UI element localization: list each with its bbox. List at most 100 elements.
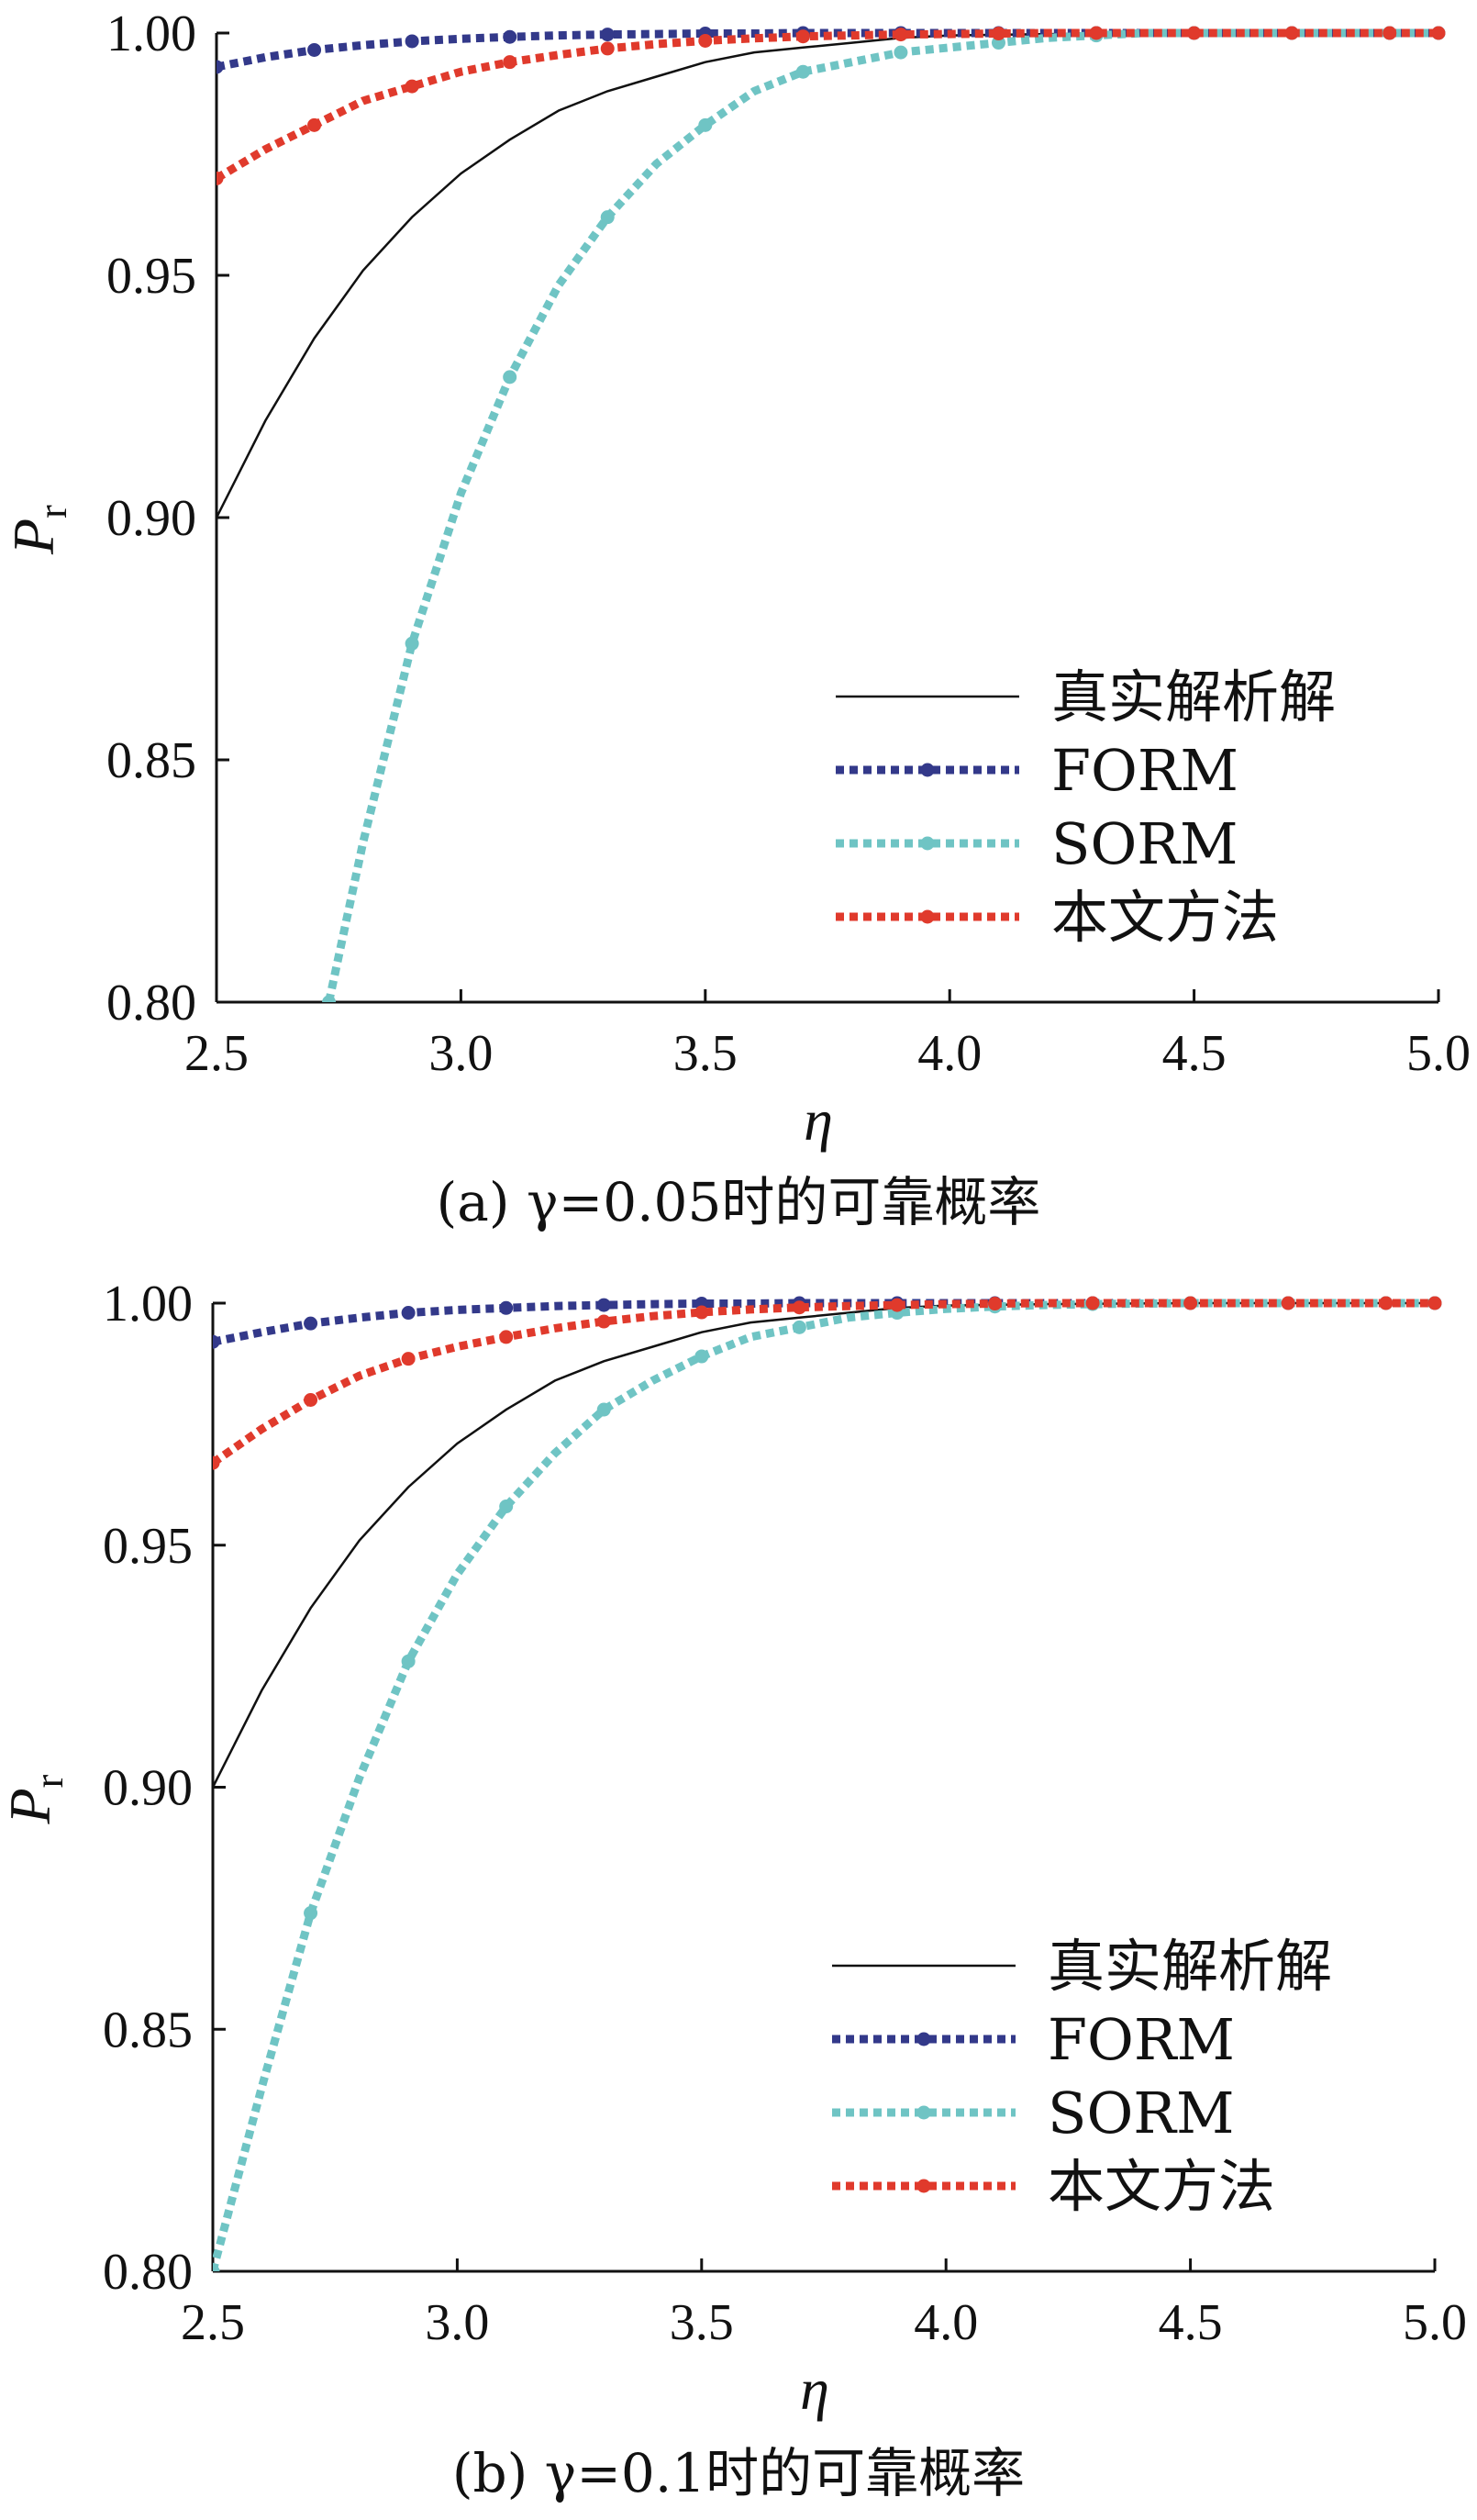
- series-point-3: [217, 171, 224, 185]
- series-point-3: [1085, 1296, 1100, 1310]
- series-point-3: [991, 27, 1005, 41]
- series-point-2: [694, 1349, 709, 1364]
- series-point-2: [401, 1654, 416, 1668]
- x-tick-label: 2.5: [184, 1025, 249, 1082]
- series-point-3: [694, 1305, 709, 1320]
- series-point-2: [596, 1402, 611, 1417]
- legend-marker-1: [916, 2032, 931, 2046]
- series-point-3: [1379, 1296, 1394, 1310]
- chart-panel-a: 2.5 3.0 3.5 4.0 4.5 5.0 0.80 0.85 0.90 0.95 1.00 η P…: [1, 6, 1471, 1233]
- series-point-1: [499, 1300, 514, 1315]
- chart-panel-b: 2.5 3.0 3.5 4.0 4.5 5.0 0.80 0.85 0.90 0.95 1.00 η P…: [0, 1276, 1467, 2504]
- y-axis-label: Pr: [0, 1774, 72, 1824]
- series-point-3: [213, 1455, 220, 1470]
- y-tick-label: 0.85: [106, 732, 196, 789]
- series-point-1: [307, 42, 322, 57]
- panel-caption: (a) γ=0.05时的可靠概率: [437, 1171, 1041, 1233]
- legend-label-1: FORM: [1051, 737, 1238, 804]
- series-point-1: [213, 1334, 220, 1349]
- series-point-1: [304, 1316, 318, 1331]
- y-axis-label-subscript: r: [27, 1774, 72, 1788]
- x-tick-label: 3.5: [670, 2294, 734, 2351]
- x-tick-label: 4.5: [1162, 1025, 1227, 1082]
- series-point-2: [600, 210, 615, 225]
- series-point-2: [499, 1500, 514, 1514]
- y-tick-label: 1.00: [106, 6, 196, 62]
- series-line-3: [213, 1299, 1435, 1466]
- legend-label-0: 真实解析解: [1051, 663, 1336, 730]
- legend-marker-2: [920, 836, 935, 851]
- series-point-3: [600, 41, 615, 56]
- series-point-3: [698, 33, 713, 48]
- y-tick-label: 0.95: [106, 248, 196, 305]
- x-tick-label: 4.0: [917, 1025, 982, 1082]
- legend-label-2: SORM: [1051, 810, 1238, 877]
- series-point-3: [499, 1330, 514, 1344]
- series-point-2: [405, 636, 419, 651]
- x-tick-label: 4.5: [1159, 2294, 1223, 2351]
- y-axis-label-subscript: r: [30, 505, 75, 518]
- series-point-1: [600, 28, 615, 42]
- series-point-3: [987, 1297, 1002, 1311]
- series-point-3: [1383, 26, 1397, 40]
- x-tick-label: 3.5: [673, 1025, 738, 1082]
- x-tick-label: 5.0: [1406, 1025, 1471, 1082]
- y-tick-label: 0.90: [106, 490, 196, 547]
- series-point-3: [1281, 1296, 1295, 1310]
- legend-label-2: SORM: [1048, 2080, 1234, 2146]
- series-point-3: [792, 1300, 806, 1315]
- legend-label-3: 本文方法: [1051, 884, 1279, 951]
- series-point-2: [213, 2264, 220, 2271]
- plot-area: [217, 26, 1446, 1002]
- panel-caption: (b) γ=0.1时的可靠概率: [452, 2442, 1025, 2504]
- legend-marker-2: [916, 2105, 931, 2120]
- legend-marker-3: [916, 2179, 931, 2193]
- series-line-3: [217, 28, 1438, 183]
- y-tick-label: 0.80: [103, 2244, 193, 2301]
- x-tick-label: 3.0: [425, 2294, 489, 2351]
- legend-label-0: 真实解析解: [1048, 1933, 1332, 2000]
- series-point-2: [698, 117, 713, 132]
- y-tick-label: 0.80: [106, 975, 196, 1031]
- caption-text: γ=0.1时的可靠概率: [545, 2442, 1026, 2504]
- series-point-3: [894, 28, 908, 42]
- series-point-1: [217, 60, 224, 74]
- legend-marker-3: [920, 909, 935, 924]
- series-point-3: [890, 1298, 905, 1312]
- plot-area: [213, 1296, 1442, 2271]
- series-point-2: [503, 370, 517, 385]
- x-tick-label: 2.5: [181, 2294, 245, 2351]
- x-axis-label: η: [800, 2357, 829, 2422]
- series-point-3: [405, 79, 419, 94]
- y-tick-label: 0.85: [103, 2002, 193, 2058]
- series-point-1: [596, 1298, 611, 1312]
- caption-text: γ=0.05时的可靠概率: [527, 1171, 1040, 1233]
- caption-prefix: (b): [452, 2442, 545, 2504]
- series-point-2: [894, 45, 908, 60]
- series-point-2: [792, 1320, 806, 1334]
- legend-label-1: FORM: [1048, 2006, 1235, 2073]
- x-axis-label: η: [804, 1087, 833, 1153]
- y-axis-label: Pr: [1, 505, 75, 555]
- series-point-1: [405, 34, 419, 49]
- y-tick-label: 0.90: [103, 1760, 193, 1817]
- series-line-0: [217, 31, 1438, 518]
- series-point-3: [1427, 1296, 1442, 1310]
- x-tick-label: 5.0: [1403, 2294, 1467, 2351]
- series-point-3: [503, 55, 517, 70]
- series-point-1: [401, 1306, 416, 1321]
- series-point-3: [1187, 26, 1202, 40]
- series-point-3: [1183, 1296, 1198, 1310]
- series-line-2: [325, 28, 1438, 1002]
- series-line-2: [213, 1299, 1435, 2271]
- series-point-3: [1089, 26, 1104, 40]
- y-tick-label: 0.95: [103, 1518, 193, 1575]
- series-point-1: [503, 29, 517, 44]
- series-point-2: [795, 64, 810, 79]
- series-point-2: [322, 995, 337, 1002]
- series-point-3: [1431, 26, 1446, 40]
- series-point-3: [307, 117, 322, 132]
- series-point-3: [1284, 26, 1299, 40]
- series-point-3: [596, 1314, 611, 1329]
